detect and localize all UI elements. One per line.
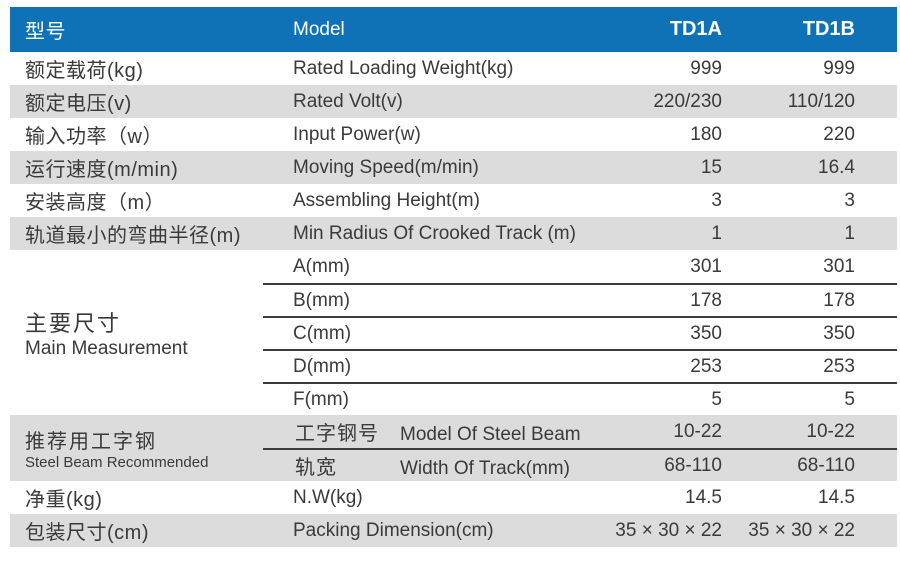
row-value-td1a: 178 <box>690 289 722 311</box>
table-row-track-width: 轨宽 Width Of Track(mm) 68-110 68-110 <box>263 448 897 481</box>
spec-table: 型号 Model TD1A TD1B 额定载荷(kg) Rated Loadin… <box>10 7 897 547</box>
row-label-en: Min Radius Of Crooked Track (m) <box>293 222 576 244</box>
row-label-zh: 额定电压(v) <box>25 93 132 115</box>
header-td1b: TD1B <box>802 18 855 40</box>
table-row-moving-speed: 运行速度(m/min) Moving Speed(m/min) 15 16.4 <box>10 151 897 184</box>
row-label-zh: 轨道最小的弯曲半径(m) <box>25 225 241 247</box>
row-label-en: Packing Dimension(cm) <box>293 519 494 541</box>
row-label-zh: 输入功率（w） <box>25 126 163 148</box>
table-row-assembling-height: 安装高度（m） Assembling Height(m) 3 3 <box>10 184 897 217</box>
header-model-en: Model <box>293 18 345 40</box>
dim-label: B(mm) <box>293 289 350 311</box>
table-row-net-weight: 净重(kg) N.W(kg) 14.5 14.5 <box>10 481 897 514</box>
row-value-td1a: 14.5 <box>685 486 722 508</box>
row-value-td1a: 35 × 30 × 22 <box>615 519 722 541</box>
row-value-td1b: 10-22 <box>806 420 855 442</box>
row-label-en: Model Of Steel Beam <box>400 424 581 445</box>
row-label-en: Moving Speed(m/min) <box>293 156 479 178</box>
row-label-en: Rated Loading Weight(kg) <box>293 57 514 79</box>
table-row-min-radius: 轨道最小的弯曲半径(m) Min Radius Of Crooked Track… <box>10 217 897 250</box>
table-header: 型号 Model TD1A TD1B <box>10 7 897 52</box>
row-label-zh: 工字钢号 <box>295 423 379 445</box>
row-label-en: N.W(kg) <box>293 486 363 508</box>
row-label-zh: 运行速度(m/min) <box>25 159 179 181</box>
row-value-td1b: 5 <box>844 388 855 410</box>
group-label-zh: 推荐用工字钢 <box>25 431 157 453</box>
row-label-zh: 轨宽 <box>295 457 337 479</box>
row-value-td1b: 35 × 30 × 22 <box>748 519 855 541</box>
row-value-td1b: 253 <box>823 355 855 377</box>
dim-label: F(mm) <box>293 388 349 410</box>
table-row-dim-f: F(mm) 5 5 <box>263 382 897 415</box>
group-label-en: Steel Beam Recommended <box>25 454 209 471</box>
row-label-zh: 净重(kg) <box>25 489 103 511</box>
row-value-td1a: 253 <box>690 355 722 377</box>
table-row-dim-a: A(mm) 301 301 <box>263 250 897 283</box>
row-label: 工字钢号 Model Of Steel Beam <box>263 417 581 446</box>
dim-label: D(mm) <box>293 355 352 377</box>
row-value-td1a: 999 <box>690 57 722 79</box>
row-value-td1b: 110/120 <box>787 90 855 112</box>
main-measurement-label: 主要尺寸 Main Measurement <box>10 250 263 415</box>
row-value-td1b: 350 <box>823 322 855 344</box>
group-label-en: Main Measurement <box>25 337 188 359</box>
row-value-td1a: 15 <box>700 156 722 178</box>
row-value-td1b: 178 <box>823 289 855 311</box>
row-value-td1b: 16.4 <box>818 156 855 178</box>
main-measurement-section: 主要尺寸 Main Measurement A(mm) 301 301 B(mm… <box>10 250 897 415</box>
row-value-td1b: 3 <box>844 189 855 211</box>
steel-beam-subrows: 工字钢号 Model Of Steel Beam 10-22 10-22 轨宽 Wi… <box>263 415 897 481</box>
row-label-en: Assembling Height(m) <box>293 189 480 211</box>
row-value-td1a: 1 <box>711 222 722 244</box>
table-row-dim-b: B(mm) 178 178 <box>263 283 897 316</box>
row-label-zh: 额定载荷(kg) <box>25 60 144 82</box>
row-value-td1a: 350 <box>690 322 722 344</box>
row-value-td1a: 5 <box>711 388 722 410</box>
row-value-td1a: 180 <box>690 123 722 145</box>
row-label-zh: 包装尺寸(cm) <box>25 522 149 544</box>
table-row-packing-dimension: 包装尺寸(cm) Packing Dimension(cm) 35 × 30 ×… <box>10 514 897 547</box>
group-label-zh: 主要尺寸 <box>25 310 122 336</box>
row-label-en: Rated Volt(v) <box>293 90 403 112</box>
table-row-steel-beam-model: 工字钢号 Model Of Steel Beam 10-22 10-22 <box>263 415 897 448</box>
row-value-td1a: 10-22 <box>673 420 722 442</box>
row-value-td1b: 68-110 <box>797 454 855 476</box>
row-value-td1a: 3 <box>711 189 722 211</box>
steel-beam-label: 推荐用工字钢 Steel Beam Recommended <box>10 415 263 481</box>
row-label-zh: 安装高度（m） <box>25 192 166 214</box>
row-value-td1a: 220/230 <box>653 90 722 112</box>
header-model-zh: 型号 <box>25 21 66 43</box>
steel-beam-section: 推荐用工字钢 Steel Beam Recommended 工字钢号 Model … <box>10 415 897 481</box>
table-row-input-power: 输入功率（w） Input Power(w) 180 220 <box>10 118 897 151</box>
row-value-td1a: 301 <box>690 255 722 277</box>
main-measurement-subrows: A(mm) 301 301 B(mm) 178 178 C(mm) 350 35… <box>263 250 897 415</box>
row-value-td1a: 68-110 <box>664 454 722 476</box>
row-label: 轨宽 Width Of Track(mm) <box>263 451 570 480</box>
table-row-rated-volt: 额定电压(v) Rated Volt(v) 220/230 110/120 <box>10 85 897 118</box>
row-label-en: Input Power(w) <box>293 123 421 145</box>
header-td1a: TD1A <box>669 18 722 40</box>
row-label-en: Width Of Track(mm) <box>400 458 570 479</box>
row-value-td1b: 220 <box>823 123 855 145</box>
row-value-td1b: 1 <box>844 222 855 244</box>
row-value-td1b: 14.5 <box>818 486 855 508</box>
dim-label: C(mm) <box>293 322 352 344</box>
dim-label: A(mm) <box>293 255 350 277</box>
table-row-dim-d: D(mm) 253 253 <box>263 349 897 382</box>
table-row-rated-loading-weight: 额定载荷(kg) Rated Loading Weight(kg) 999 99… <box>10 52 897 85</box>
row-value-td1b: 999 <box>823 57 855 79</box>
table-row-dim-c: C(mm) 350 350 <box>263 316 897 349</box>
row-value-td1b: 301 <box>823 255 855 277</box>
